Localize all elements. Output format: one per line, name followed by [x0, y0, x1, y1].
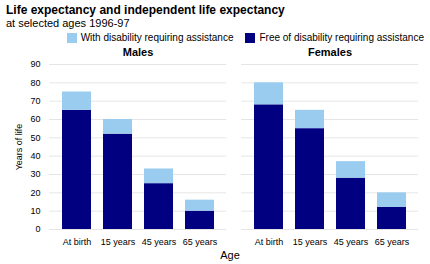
svg-text:45 years: 45 years: [334, 237, 369, 247]
svg-text:15 years: 15 years: [101, 237, 136, 247]
svg-text:70: 70: [30, 96, 40, 106]
html-text:at selected ages 1996-97: at selected ages 1996-97: [6, 17, 130, 29]
svg-text:Years of life: Years of life: [14, 124, 24, 171]
html-text:With disability requiring assi: With disability requiring assistance: [80, 32, 234, 43]
svg-text:80: 80: [30, 78, 40, 88]
html-text:Age: Age: [220, 249, 240, 261]
svg-text:30: 30: [30, 169, 40, 179]
svg-text:65 years: 65 years: [375, 237, 410, 247]
svg-text:10: 10: [30, 206, 40, 216]
svg-text:50: 50: [30, 133, 40, 143]
svg-text:65 years: 65 years: [183, 237, 218, 247]
svg-text:At birth: At birth: [63, 237, 92, 247]
svg-text:0: 0: [35, 224, 40, 234]
svg-text:60: 60: [30, 114, 40, 124]
svg-text:At birth: At birth: [255, 237, 284, 247]
svg-text:Females: Females: [308, 46, 352, 58]
svg-text:Males: Males: [123, 46, 154, 58]
html-text:Free of disability requiring a: Free of disability requiring assistance: [259, 32, 424, 43]
svg-text:15 years: 15 years: [293, 237, 328, 247]
svg-text:20: 20: [30, 188, 40, 198]
svg-text:45 years: 45 years: [142, 237, 177, 247]
svg-text:40: 40: [30, 151, 40, 161]
html-text:Life expectancy and independen: Life expectancy and independent life exp…: [6, 3, 285, 17]
svg-text:90: 90: [30, 59, 40, 69]
